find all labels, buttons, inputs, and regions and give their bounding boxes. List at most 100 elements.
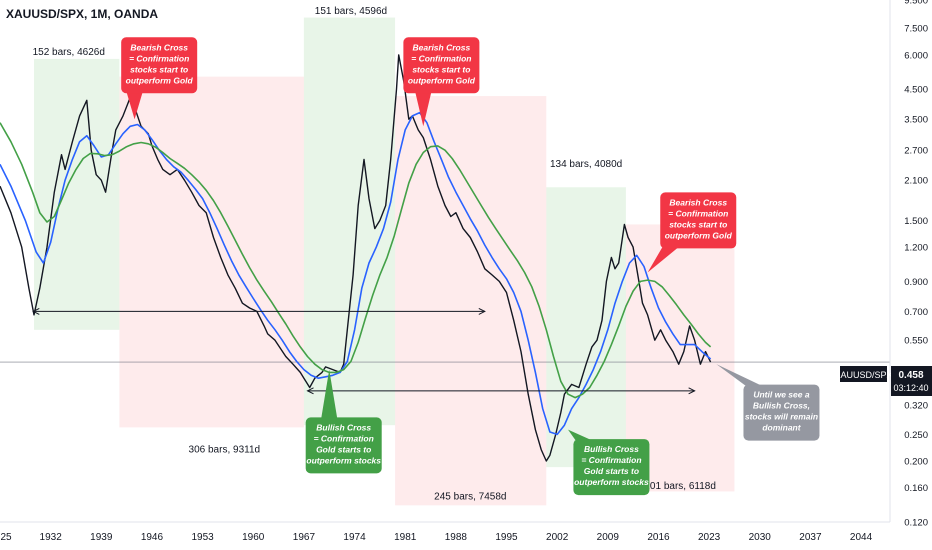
- range-arrow-1: [306, 387, 696, 395]
- callout-box: [743, 384, 820, 441]
- price-tag-value: 0.458: [898, 370, 923, 381]
- callout-text-line: Bearish Cross: [130, 42, 188, 52]
- x-tick-label-10: 1995: [495, 532, 518, 543]
- callout-text-line: = Confirmation: [314, 433, 374, 443]
- range-arrow-0: [32, 307, 486, 315]
- callout-text-line: outperform stocks: [574, 477, 649, 487]
- x-tick-label-0: 25: [0, 532, 12, 543]
- callout-text-line: outperform Gold: [126, 75, 194, 85]
- x-tick-label-14: 2023: [698, 532, 721, 543]
- callout-text-line: outperform Gold: [408, 75, 476, 85]
- x-tick-label-2: 1939: [90, 532, 113, 543]
- y-tick-label-17: 0.120: [904, 518, 928, 529]
- series-line-0: [0, 54, 712, 462]
- callout-text-line: = Confirmation: [581, 455, 641, 465]
- price-tag-symbol: XAUUSD/SPX: [834, 370, 892, 380]
- zones-layer: 152 bars, 4626d 306 bars, 9311d 151 bars, …: [33, 6, 735, 506]
- x-tick-label-16: 2037: [799, 532, 822, 543]
- callout-text-line: Bullish Cross: [316, 422, 371, 432]
- zone-label-1: 306 bars, 9311d: [189, 444, 261, 455]
- callout-box: [305, 417, 382, 474]
- callout-text-line: stocks start to: [669, 219, 727, 229]
- y-tick-label-2: 6.000: [904, 50, 928, 61]
- y-tick-label-15: 0.200: [904, 457, 928, 468]
- callout-pointer: [415, 92, 432, 127]
- callout-box: [660, 192, 737, 249]
- callout-text-line: stocks start to: [412, 64, 470, 74]
- callout-pointer: [321, 369, 338, 419]
- callout-text-line: stocks start to: [130, 64, 188, 74]
- callout-text-line: = Confirmation: [129, 53, 189, 63]
- callout-pointer: [716, 364, 762, 386]
- callout-text-line: Bearish Cross: [669, 197, 727, 207]
- x-tick-label-1: 1932: [40, 532, 63, 543]
- y-tick-label-5: 2.700: [904, 146, 928, 157]
- price-tag-countdown: 03:12:40: [893, 383, 928, 393]
- x-tick-label-11: 2002: [546, 532, 569, 543]
- x-axis[interactable]: 25 1932 1939 1946 1953 1960 1967 1974 1981 1988 19…: [0, 532, 872, 543]
- y-tick-label-11: 0.550: [904, 336, 928, 347]
- x-tick-label-3: 1946: [141, 532, 164, 543]
- y-tick-label-16: 0.160: [904, 483, 928, 494]
- callout-text-line: Until we see a: [753, 390, 809, 400]
- y-axis[interactable]: 9.500 7.500 6.000 4.500 3.500 2.700 2.100 1.500…: [904, 0, 928, 529]
- x-tick-label-7: 1974: [343, 532, 366, 543]
- y-tick-label-13: 0.320: [904, 400, 928, 411]
- y-tick-label-1: 7.500: [904, 24, 928, 35]
- x-tick-label-9: 1988: [445, 532, 468, 543]
- symbol-title: XAUUSD/SPX, 1M, OANDA: [6, 7, 158, 21]
- range-arrows-layer: [32, 307, 696, 395]
- callout-text-line: outperform stocks: [306, 455, 381, 465]
- x-tick-label-4: 1953: [191, 532, 214, 543]
- price-tag-symbol-box: [840, 366, 887, 382]
- zone-green-0: [34, 58, 120, 330]
- x-tick-label-15: 2030: [749, 532, 772, 543]
- callout-pointer: [126, 92, 143, 120]
- series-line-2: [0, 122, 712, 399]
- zone-red-3: [395, 96, 547, 506]
- callout-text-line: Bearish Cross: [413, 42, 471, 52]
- zone-label-4: 134 bars, 4080d: [550, 159, 622, 170]
- zone-red-1: [119, 76, 304, 428]
- y-tick-label-14: 0.250: [904, 430, 928, 441]
- series-line-1: [0, 111, 712, 436]
- callout-text-line: stocks will remain: [745, 412, 818, 422]
- callout-text-line: = Confirmation: [411, 53, 471, 63]
- x-tick-label-12: 2009: [597, 532, 620, 543]
- last-price-tag[interactable]: XAUUSD/SPX 0.458 03:12:40: [834, 366, 932, 396]
- x-tick-label-17: 2044: [850, 532, 873, 543]
- callout-pointer: [568, 429, 592, 441]
- callout-text-line: Gold starts to: [584, 466, 639, 476]
- callout-text-line: Bullish Cross,: [753, 401, 810, 411]
- callout-text-line: = Confirmation: [668, 208, 728, 218]
- y-tick-label-10: 0.700: [904, 307, 928, 318]
- callout-text-line: Gold starts to: [316, 444, 371, 454]
- x-tick-label-6: 1967: [293, 532, 316, 543]
- callout-box: [573, 439, 650, 496]
- callout-text-line: outperform Gold: [665, 230, 733, 240]
- callout-box: [121, 37, 198, 94]
- y-tick-label-0: 9.500: [904, 0, 928, 7]
- x-tick-label-13: 2016: [647, 532, 670, 543]
- callout-pointer: [647, 247, 679, 273]
- x-tick-label-5: 1960: [242, 532, 265, 543]
- y-tick-label-3: 4.500: [904, 85, 928, 96]
- y-tick-label-7: 1.500: [904, 216, 928, 227]
- y-tick-label-9: 0.900: [904, 277, 928, 288]
- zone-label-0: 152 bars, 4626d: [33, 47, 105, 58]
- zone-label-3: 245 bars, 7458d: [434, 491, 506, 502]
- price-tag-value-box: [891, 366, 932, 396]
- zone-label-2: 151 bars, 4596d: [315, 6, 387, 17]
- series-layer: [0, 54, 712, 462]
- callout-text-line: Bullish Cross: [584, 444, 639, 454]
- y-tick-label-4: 3.500: [904, 115, 928, 126]
- x-tick-label-8: 1981: [394, 532, 417, 543]
